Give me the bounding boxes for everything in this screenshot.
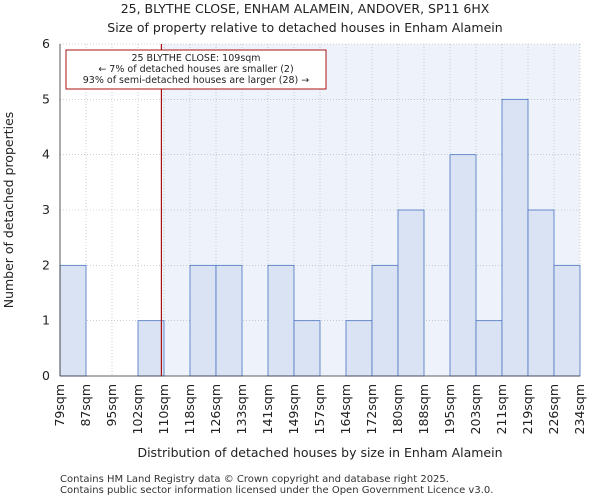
x-tick-label: 110sqm <box>156 384 171 434</box>
y-tick-labels: 0 1 2 3 4 5 6 <box>42 36 50 383</box>
footer-line2: Contains public sector information licen… <box>60 485 493 496</box>
annotation-line1: 25 BLYTHE CLOSE: 109sqm <box>131 53 260 64</box>
x-tick-label: 95sqm <box>104 384 119 427</box>
bar <box>345 320 373 377</box>
bar <box>449 154 477 377</box>
x-tick-label: 203sqm <box>468 384 483 434</box>
bar <box>553 264 581 377</box>
x-tick-label: 211sqm <box>494 384 509 434</box>
x-tick-label: 157sqm <box>312 384 327 434</box>
bar <box>267 264 295 377</box>
bar <box>215 264 243 377</box>
bar <box>293 320 321 377</box>
x-tick-labels: 79sqm 87sqm 95sqm 102sqm 110sqm 118sqm 126sqm 1… <box>52 384 587 434</box>
x-tick-label: 102sqm <box>130 384 145 434</box>
x-tick-label: 172sqm <box>364 384 379 434</box>
annotation-line3: 93% of semi-detached houses are larger (… <box>83 75 310 86</box>
x-tick-label: 195sqm <box>442 384 457 434</box>
x-tick-label: 79sqm <box>52 384 67 427</box>
y-tick-label: 0 <box>42 368 50 383</box>
x-tick-label: 180sqm <box>390 384 405 434</box>
y-tick-label: 4 <box>42 147 50 162</box>
chart-title-line1: 25, BLYTHE CLOSE, ENHAM ALAMEIN, ANDOVER… <box>121 1 490 16</box>
x-tick-label: 118sqm <box>182 384 197 434</box>
bar <box>501 98 529 377</box>
x-tick-label: 164sqm <box>338 384 353 434</box>
y-tick-label: 3 <box>42 202 50 217</box>
annotation-box <box>65 49 327 90</box>
x-tick-label: 219sqm <box>520 384 535 434</box>
bar <box>371 264 399 377</box>
bar <box>527 209 555 377</box>
y-tick-label: 6 <box>42 36 50 51</box>
annotation-line2: ← 7% of detached houses are smaller (2) <box>98 64 293 75</box>
x-tick-label: 126sqm <box>208 384 223 434</box>
y-tick-label: 5 <box>42 91 50 106</box>
y-tick-label: 2 <box>42 257 50 272</box>
footer-line1: Contains HM Land Registry data © Crown c… <box>60 474 449 485</box>
bar <box>475 320 503 377</box>
y-axis-label: Number of detached properties <box>1 112 16 309</box>
x-tick-label: 226sqm <box>546 384 561 434</box>
x-tick-label: 149sqm <box>286 384 301 434</box>
y-tick-label: 1 <box>42 313 50 328</box>
x-tick-label: 87sqm <box>78 384 93 427</box>
x-tick-label: 188sqm <box>416 384 431 434</box>
bar <box>189 264 217 377</box>
x-axis-label: Distribution of detached houses by size … <box>137 445 502 460</box>
x-tick-label: 133sqm <box>234 384 249 434</box>
bar <box>397 209 425 377</box>
x-tick-label: 234sqm <box>572 384 587 434</box>
bar <box>137 320 165 377</box>
bar <box>59 264 87 377</box>
x-tick-label: 141sqm <box>260 384 275 434</box>
chart-title-line2: Size of property relative to detached ho… <box>107 20 502 35</box>
